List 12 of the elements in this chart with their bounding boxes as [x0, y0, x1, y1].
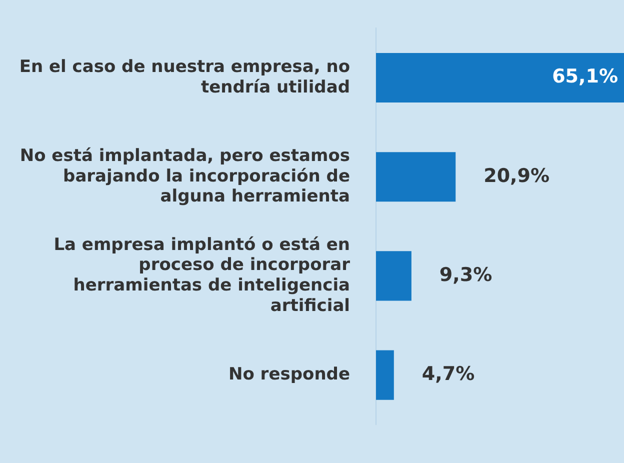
y-tick-label: La empresa implantó o está en proceso de incorporar herramientas de inteligencia artificial [54, 234, 351, 316]
y-tick-label: No responde [228, 364, 350, 384]
data-label: 9,3% [439, 264, 492, 286]
bar [376, 52, 624, 103]
bar [376, 251, 412, 301]
y-tick-label: En el caso de nuestra empresa, no tendría utilidad [19, 56, 350, 98]
bar [376, 152, 456, 202]
data-label: 4,7% [422, 362, 475, 385]
bar [376, 350, 394, 400]
data-label: 20,9% [484, 164, 550, 187]
data-label: 65,1% [552, 66, 618, 88]
y-tick-label: No está implantada, pero estamos barajando la incorporación de alguna herramienta [20, 146, 350, 207]
